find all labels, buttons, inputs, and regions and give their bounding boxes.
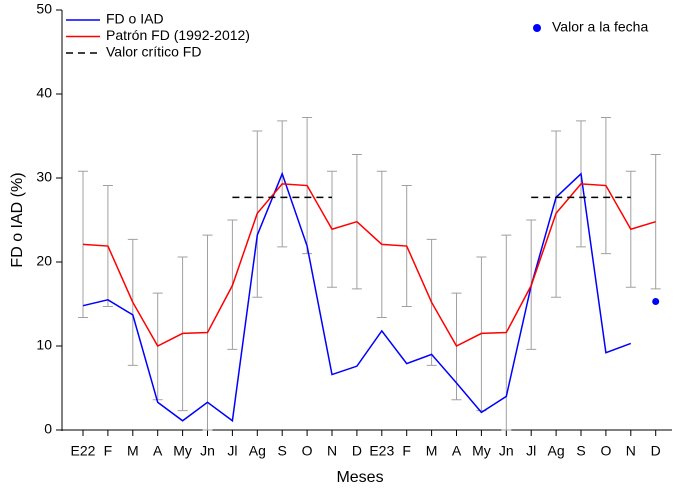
x-tick-label: E23 (369, 443, 394, 459)
x-tick-label: Jl (227, 443, 237, 459)
x-tick-label: Ag (249, 443, 266, 459)
legend-label: Valor crítico FD (106, 44, 201, 60)
x-tick-label: F (402, 443, 411, 459)
legend-label: Patrón FD (1992-2012) (106, 27, 250, 43)
x-tick-label: N (626, 443, 636, 459)
y-axis-label: FD o IAD (%) (9, 172, 26, 267)
y-tick-label: 30 (36, 169, 52, 185)
x-tick-label: Jn (200, 443, 215, 459)
x-tick-label: N (327, 443, 337, 459)
x-tick-label: Jl (526, 443, 536, 459)
x-tick-label: A (452, 443, 462, 459)
x-tick-label: O (600, 443, 611, 459)
x-tick-label: My (173, 443, 192, 459)
point (652, 297, 660, 305)
x-tick-label: M (426, 443, 438, 459)
x-tick-label: Ag (548, 443, 565, 459)
legend-label: FD o IAD (106, 11, 164, 27)
legend-marker (533, 24, 541, 32)
x-tick-label: Jn (499, 443, 514, 459)
x-tick-label: E22 (71, 443, 96, 459)
x-tick-label: A (153, 443, 163, 459)
series-line (82, 171, 632, 423)
x-axis-label: Meses (336, 469, 383, 486)
x-tick-label: F (104, 443, 113, 459)
y-tick-label: 40 (36, 85, 52, 101)
x-tick-label: O (302, 443, 313, 459)
legend-label: Valor a la fecha (552, 19, 648, 35)
y-tick-label: 20 (36, 253, 52, 269)
x-tick-label: D (651, 443, 661, 459)
x-tick-label: S (576, 443, 585, 459)
x-tick-label: My (472, 443, 491, 459)
y-tick-label: 50 (36, 1, 52, 17)
x-tick-label: M (127, 443, 139, 459)
x-tick-label: D (352, 443, 362, 459)
y-tick-label: 10 (36, 337, 52, 353)
x-tick-label: S (278, 443, 287, 459)
series-line (82, 183, 656, 347)
y-tick-label: 0 (44, 421, 52, 437)
